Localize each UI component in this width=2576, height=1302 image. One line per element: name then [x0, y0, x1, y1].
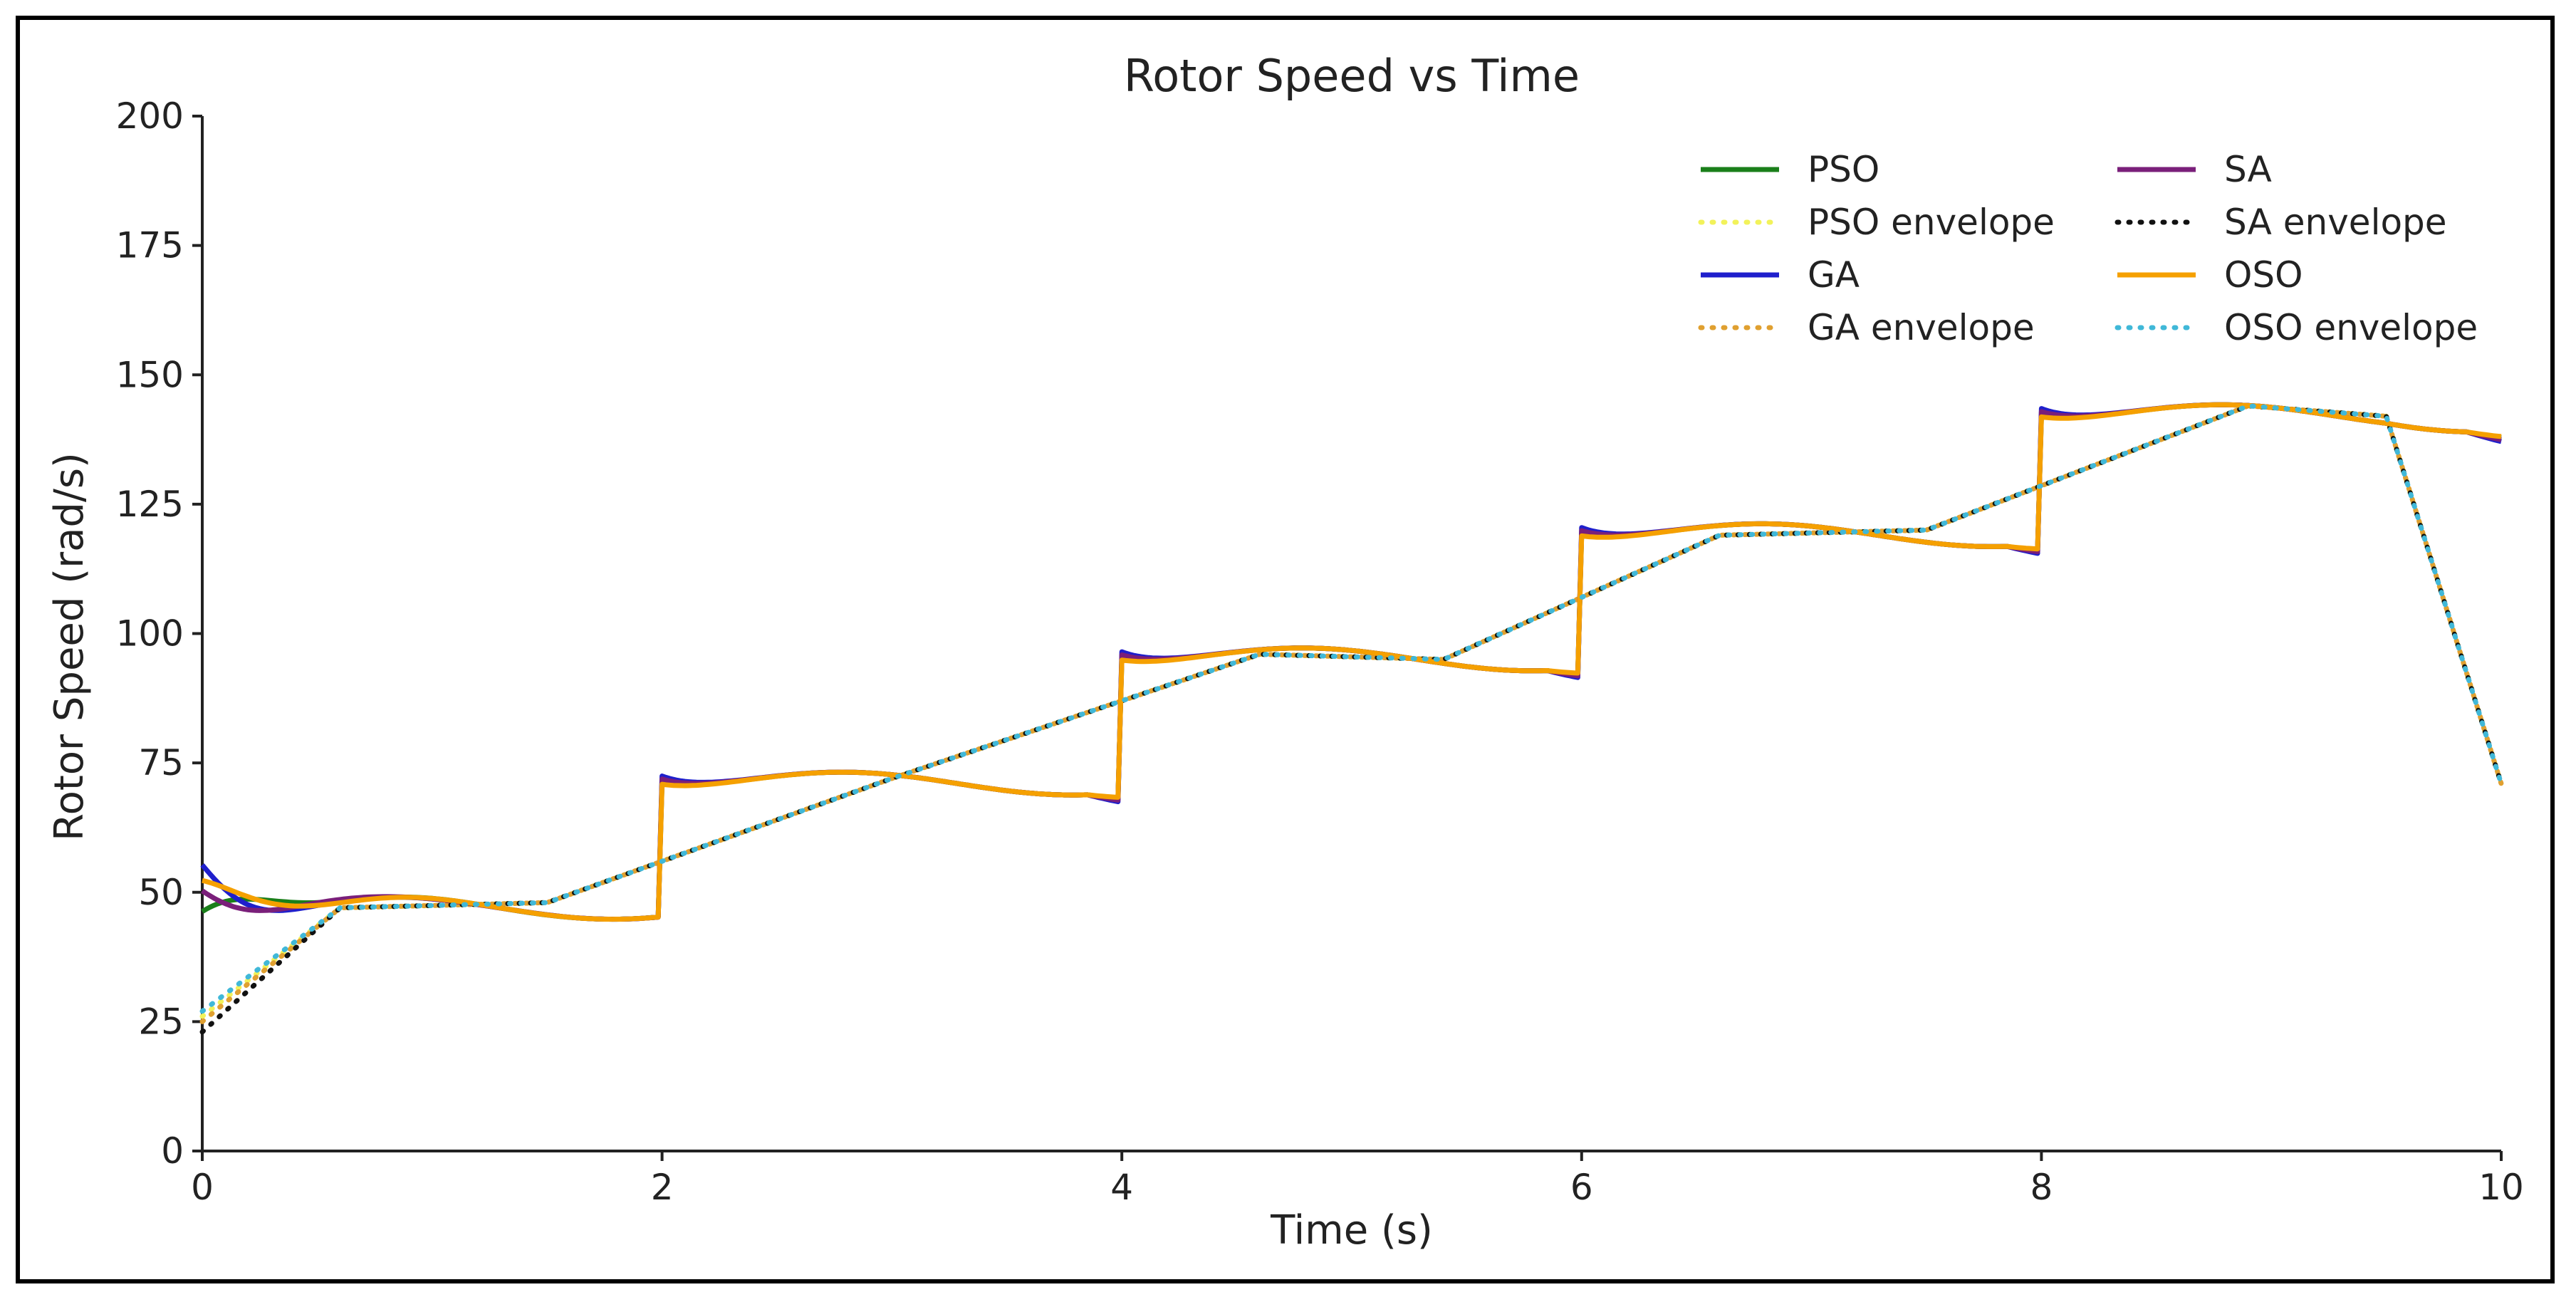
- x-tick-label: 0: [191, 1167, 214, 1208]
- y-tick-label: 100: [116, 613, 184, 655]
- chart-svg: Rotor Speed vs Time 02550751001251501752…: [46, 50, 2524, 1254]
- y-tick-label: 75: [138, 742, 184, 783]
- legend-label-sa: SA: [2224, 149, 2272, 190]
- y-tick-label: 125: [116, 484, 184, 525]
- x-tick-label: 6: [1570, 1167, 1593, 1208]
- legend: PSO PSO envelope GA GA envelope SA SA envelop…: [1698, 149, 2478, 348]
- legend-label-ga-envelope: GA envelope: [1808, 307, 2035, 348]
- series-line-oso-envelope: [199, 403, 2504, 1014]
- series-layer: [199, 402, 2504, 1035]
- y-tick-label: 0: [161, 1130, 184, 1172]
- y-tick-label: 25: [138, 1001, 184, 1042]
- legend-label-oso-envelope: OSO envelope: [2224, 307, 2478, 348]
- series-line-ga: [200, 402, 2502, 922]
- legend-label-sa-envelope: SA envelope: [2224, 202, 2447, 243]
- y-tick-label: 50: [138, 872, 184, 913]
- chart-title: Rotor Speed vs Time: [1124, 50, 1580, 102]
- x-tick-label: 10: [2478, 1167, 2524, 1208]
- legend-label-ga: GA: [1808, 254, 1860, 296]
- x-tick-label: 2: [651, 1167, 674, 1208]
- series-line-pso-envelope: [199, 403, 2504, 1019]
- y-tick-label: 150: [116, 354, 184, 395]
- figure-frame: Rotor Speed vs Time 0 25 50 75 100 125 150 175 2…: [16, 16, 2555, 1283]
- series-line-oso: [202, 402, 2502, 922]
- legend-label-oso: OSO: [2224, 254, 2303, 296]
- y-tick-label: 175: [116, 225, 184, 266]
- series-line-sa: [201, 402, 2502, 922]
- y-tick-label: 200: [116, 95, 184, 137]
- x-tick-label: 4: [1110, 1167, 1133, 1208]
- y-axis-title: Rotor Speed (rad/s): [46, 452, 93, 841]
- series-line-sa-envelope: [199, 403, 2504, 1035]
- legend-label-pso-envelope: PSO envelope: [1808, 202, 2055, 243]
- axes: 0 25 50 75 100 125 150 175 200 0 2 4 6 8 10: [116, 95, 2524, 1208]
- legend-label-pso: PSO: [1808, 149, 1879, 190]
- series-line-pso: [201, 402, 2502, 922]
- x-axis-title: Time (s): [1270, 1207, 1433, 1254]
- x-tick-label: 8: [2030, 1167, 2053, 1208]
- series-line-ga-envelope: [199, 403, 2504, 1024]
